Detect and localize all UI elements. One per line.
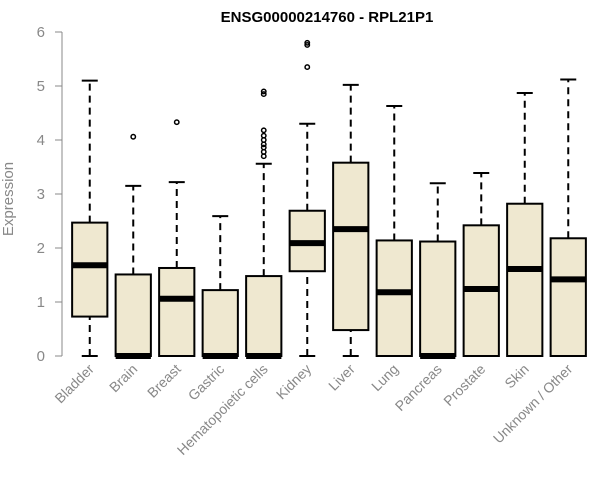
box-kidney (288, 39, 326, 357)
box-hematopoietic-cells (245, 88, 283, 359)
box-skin (506, 92, 544, 357)
x-tick-label: Bladder (51, 361, 97, 407)
box-prostate (462, 171, 500, 357)
outlier-point (260, 127, 267, 134)
x-tick-label: Gastric (185, 361, 228, 404)
box-body (332, 161, 370, 332)
outlier-point (173, 119, 180, 126)
x-tick-label: Kidney (273, 361, 315, 403)
outlier-point (304, 39, 311, 46)
outlier-point (130, 133, 137, 140)
chart-title: ENSG00000214760 - RPL21P1 (221, 9, 434, 26)
box-body (549, 237, 587, 357)
x-tick-label: Liver (325, 361, 358, 394)
x-tick-label: Brain (106, 361, 140, 395)
y-tick-label: 6 (37, 24, 45, 41)
box-bladder (71, 79, 109, 357)
y-tick-label: 5 (37, 78, 45, 95)
box-body (158, 266, 196, 358)
box-pancreas (419, 182, 457, 359)
x-tick-label: Prostate (440, 361, 488, 409)
box-unknown-other (549, 78, 587, 357)
box-body (245, 275, 283, 357)
outlier-point (304, 64, 311, 71)
outlier-point (260, 144, 267, 151)
y-tick-label: 3 (37, 186, 45, 203)
box-brain (114, 133, 152, 359)
x-tick-label: Lung (368, 361, 401, 394)
box-liver (332, 83, 370, 357)
y-axis: 0 1 2 3 4 5 6 (37, 24, 63, 365)
outlier-point (260, 91, 267, 98)
outlier-point (260, 88, 267, 95)
box-body (506, 202, 544, 357)
outlier-point (304, 42, 311, 48)
x-tick-label: Unknown / Other (490, 361, 576, 447)
box-body (114, 273, 152, 357)
x-tick-label: Pancreas (392, 361, 445, 414)
box-body (201, 289, 239, 357)
box-gastric (201, 215, 239, 359)
outlier-point (260, 132, 267, 139)
y-tick-label: 0 (37, 348, 45, 365)
box-lung (375, 104, 413, 357)
y-axis-label: Expression (0, 162, 17, 236)
x-tick-label: Skin (501, 361, 532, 392)
y-tick-label: 2 (37, 240, 45, 257)
x-tick-label: Breast (144, 361, 184, 401)
box-body (375, 239, 413, 357)
box-breast (158, 119, 196, 358)
y-tick-label: 1 (37, 294, 45, 311)
plot-area (71, 39, 587, 359)
y-tick-label: 4 (37, 132, 45, 149)
box-body (71, 221, 109, 318)
box-body (419, 240, 457, 358)
